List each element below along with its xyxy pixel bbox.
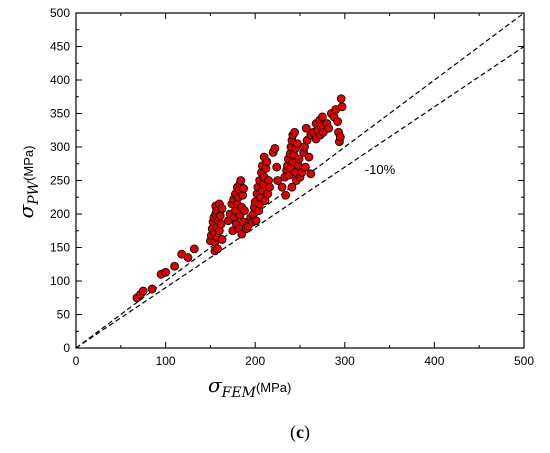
- y-axis-symbol: σ: [14, 203, 38, 218]
- data-point: [281, 190, 291, 200]
- data-point: [147, 284, 157, 294]
- y-tick-label: 250: [50, 174, 70, 188]
- data-point: [270, 143, 280, 153]
- data-point: [251, 216, 261, 226]
- data-point: [170, 261, 179, 271]
- x-axis-symbol: σ: [208, 373, 223, 397]
- y-tick-label: 150: [50, 241, 70, 255]
- minus-10-percent-line: [76, 46, 524, 348]
- data-point: [324, 123, 334, 133]
- data-point: [138, 286, 148, 296]
- minus-10-percent-label: -10%: [365, 162, 396, 177]
- panel-label-letter: c: [296, 422, 304, 442]
- y-tick-label: 200: [50, 207, 70, 221]
- data-point: [292, 139, 302, 149]
- data-points: [132, 94, 347, 303]
- x-tick-label: 500: [514, 354, 534, 368]
- x-axis-title: σFEM(MPa): [208, 373, 291, 401]
- data-point: [217, 235, 227, 244]
- x-tick-label: 0: [73, 354, 80, 368]
- panel-label-open: (: [290, 422, 296, 443]
- data-point: [277, 182, 287, 192]
- y-axis-title: σPW(MPa): [14, 146, 42, 219]
- data-point: [335, 132, 345, 142]
- y-tick-label: 100: [50, 274, 70, 288]
- x-tick-label: 300: [335, 354, 355, 368]
- data-point: [304, 152, 314, 162]
- reference-lines: [76, 13, 524, 348]
- data-point: [161, 267, 171, 277]
- x-axis-unit: (MPa): [256, 380, 291, 395]
- data-point: [337, 102, 347, 112]
- data-point: [273, 176, 283, 185]
- x-tick-label: 200: [245, 354, 265, 368]
- data-point: [287, 182, 297, 192]
- data-point: [215, 211, 225, 221]
- data-point: [272, 162, 282, 172]
- y-tick-label: 300: [50, 140, 70, 154]
- data-point: [317, 112, 327, 122]
- y-tick-label: 0: [63, 341, 70, 355]
- data-point: [216, 219, 226, 229]
- y-tick-label: 500: [50, 6, 70, 20]
- x-axis-subscript: FEM: [221, 385, 257, 401]
- data-point: [217, 204, 227, 214]
- data-point: [301, 123, 311, 133]
- svg-text:σFEM(MPa): σFEM(MPa): [208, 373, 291, 401]
- axis-ticks: [75, 12, 525, 349]
- svg-text:σPW(MPa): σPW(MPa): [14, 146, 42, 219]
- data-point: [183, 253, 193, 262]
- y-tick-label: 400: [50, 73, 70, 87]
- panel-label: (c): [290, 422, 310, 443]
- data-point: [239, 184, 248, 193]
- axis-tick-labels: 0 100 200 300 400 500 0 50 100 150 200 250 300 350 400…: [50, 6, 534, 368]
- y-tick-label: 350: [50, 107, 70, 121]
- plot-area-group: [76, 13, 524, 348]
- data-point: [240, 206, 249, 216]
- y-tick-label: 50: [57, 308, 71, 322]
- data-point: [336, 94, 346, 104]
- y-tick-label: 450: [50, 40, 70, 54]
- x-tick-label: 100: [156, 354, 176, 368]
- data-point: [236, 176, 246, 185]
- one-to-one-line: [76, 13, 524, 348]
- data-point: [265, 182, 274, 192]
- data-point: [300, 162, 310, 172]
- data-point: [262, 157, 272, 167]
- data-point: [213, 244, 222, 254]
- y-axis-subscript: PW: [26, 179, 42, 205]
- data-point: [189, 244, 199, 254]
- panel-label-close: ): [304, 422, 310, 443]
- x-tick-label: 400: [424, 354, 444, 368]
- data-point: [333, 117, 343, 126]
- data-point: [294, 154, 304, 164]
- data-point: [290, 127, 300, 137]
- y-axis-unit: (MPa): [21, 146, 36, 181]
- data-point: [306, 169, 316, 179]
